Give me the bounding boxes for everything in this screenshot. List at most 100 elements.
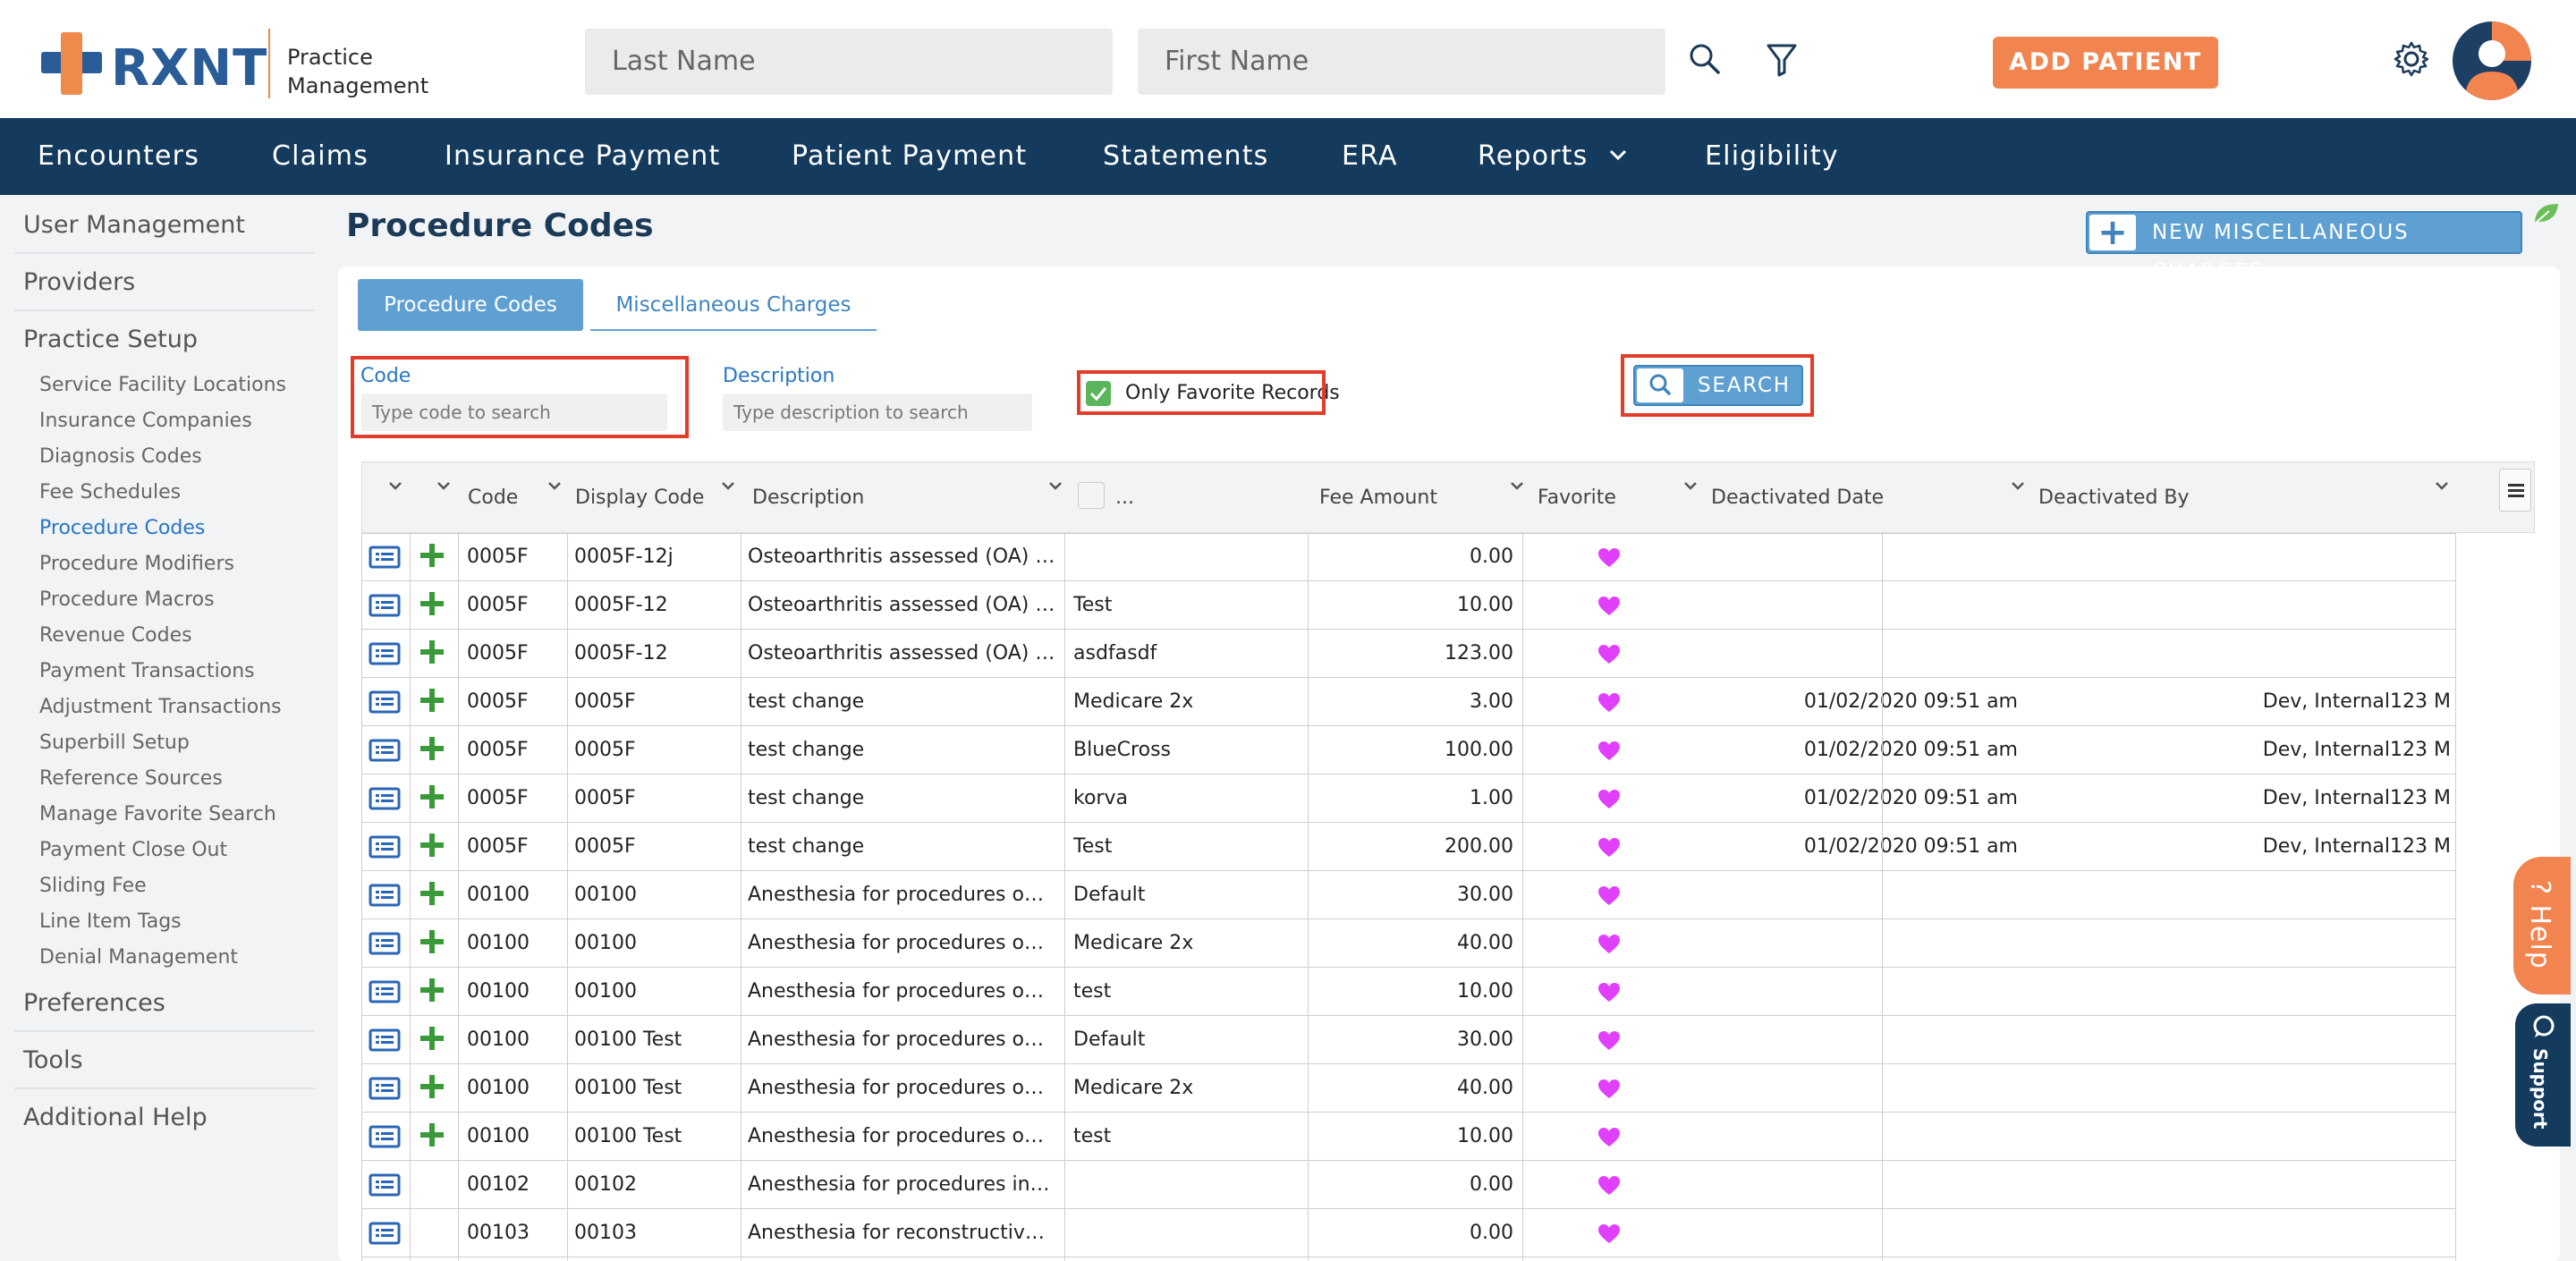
column-header-deactivated-by[interactable]: Deactivated By [2038,487,2190,509]
user-avatar[interactable] [2453,21,2531,100]
view-details-icon[interactable] [369,739,401,762]
column-header-description[interactable]: Description [752,487,865,509]
view-details-icon[interactable] [369,690,401,714]
sidebar-item-denial-management[interactable]: Denial Management [39,946,239,969]
table-row[interactable]: 0005F 0005F-12 Osteoarthritis assessed (OA… [361,581,2456,630]
table-row[interactable]: 0005F 0005F test change korva 1.00 01/02/2020… [361,774,2456,823]
add-row-icon[interactable] [419,928,445,955]
add-row-icon[interactable] [419,783,445,810]
table-row[interactable]: 00100 00100 Test Anesthesia for procedures… [361,1016,2456,1064]
view-details-icon[interactable] [369,1173,401,1197]
sidebar-additional-help[interactable]: Additional Help [23,1104,208,1131]
only-favorite-label[interactable]: Only Favorite Records [1125,382,1340,404]
column-menu-chevron-icon[interactable] [1509,480,1525,493]
add-row-icon[interactable] [419,639,445,665]
column-menu-chevron-icon[interactable] [2010,480,2026,493]
only-favorite-checkbox[interactable] [1086,381,1111,406]
table-row[interactable]: 00100 00100 Anesthesia for procedures on s… [361,968,2456,1016]
sidebar-item-revenue-codes[interactable]: Revenue Codes [39,624,192,647]
gear-icon[interactable] [2394,41,2429,77]
rxnt-logo[interactable]: RXNT [41,32,267,97]
view-details-icon[interactable] [369,835,401,859]
column-menu-chevron-icon[interactable] [547,480,563,493]
sidebar-tools[interactable]: Tools [23,1046,83,1074]
sidebar-item-superbill-setup[interactable]: Superbill Setup [39,732,190,754]
add-row-icon[interactable] [419,542,445,569]
select-all-checkbox[interactable] [1078,482,1105,509]
column-header-fee-amount[interactable]: Fee Amount [1319,487,1437,509]
table-row[interactable]: 00100 00100 Anesthesia for procedures on s… [361,871,2456,919]
view-details-icon[interactable] [369,787,401,810]
new-miscellaneous-charges-button[interactable]: + NEW MISCELLANEOUS CHARGES [2086,211,2522,284]
reports-chevron-down-icon[interactable] [1608,148,1628,163]
column-header-fee-schedule[interactable]: ... [1115,487,1134,509]
nav-era[interactable]: ERA [1342,140,1398,172]
table-row[interactable]: 00100 00100 Test Anesthesia for procedures… [361,1113,2456,1161]
favorite-heart-icon[interactable] [1597,1175,1621,1197]
add-row-icon[interactable] [419,590,445,617]
nav-encounters[interactable]: Encounters [38,140,200,172]
favorite-heart-icon[interactable] [1597,1223,1621,1245]
sidebar-preferences[interactable]: Preferences [23,989,165,1017]
sidebar-item-reference-sources[interactable]: Reference Sources [39,767,223,790]
sidebar-user-management[interactable]: User Management [23,211,245,239]
add-row-icon[interactable] [419,977,445,1003]
sidebar-item-sliding-fee[interactable]: Sliding Fee [39,875,147,897]
nav-statements[interactable]: Statements [1103,140,1269,172]
favorite-heart-icon[interactable] [1597,1127,1621,1148]
sidebar-item-line-item-tags[interactable]: Line Item Tags [39,910,182,933]
add-row-icon[interactable] [419,1121,445,1148]
favorite-heart-icon[interactable] [1597,741,1621,762]
view-details-icon[interactable] [369,1077,401,1100]
favorite-heart-icon[interactable] [1597,596,1621,617]
sidebar-item-procedure-macros[interactable]: Procedure Macros [39,588,215,611]
table-row[interactable]: 0005F 0005F test change BlueCross 100.00 01/0… [361,726,2456,774]
tab-miscellaneous-charges[interactable]: Miscellaneous Charges [590,279,877,331]
search-button[interactable]: SEARCH [1633,365,1803,406]
favorite-heart-icon[interactable] [1597,1079,1621,1100]
code-search-input[interactable] [361,394,667,431]
help-button[interactable]: ? Help [2513,857,2571,994]
sidebar-item-insurance-companies[interactable]: Insurance Companies [39,410,252,432]
favorite-heart-icon[interactable] [1597,982,1621,1003]
sidebar-item-service-facility-locations[interactable]: Service Facility Locations [39,374,286,396]
table-row[interactable]: 00102 00102 Anesthesia for procedures invo… [361,1161,2456,1209]
column-header-display-code[interactable]: Display Code [575,487,705,509]
add-row-icon[interactable] [419,1025,445,1052]
nav-eligibility[interactable]: Eligibility [1705,140,1839,172]
sidebar-item-fee-schedules[interactable]: Fee Schedules [39,481,182,504]
favorite-heart-icon[interactable] [1597,789,1621,810]
nav-insurance-payment[interactable]: Insurance Payment [445,140,721,172]
view-details-icon[interactable] [369,546,401,569]
add-row-icon[interactable] [419,880,445,907]
sidebar-item-adjustment-transactions[interactable]: Adjustment Transactions [39,696,282,718]
table-row[interactable]: 00100 00100 Anesthesia for procedures on s… [361,919,2456,968]
add-row-icon[interactable] [419,687,445,714]
sidebar-item-procedure-codes[interactable]: Procedure Codes [39,517,206,539]
sidebar-item-payment-transactions[interactable]: Payment Transactions [39,660,255,682]
view-details-icon[interactable] [369,884,401,907]
column-header-deactivated-date[interactable]: Deactivated Date [1711,487,1884,509]
grid-menu-button[interactable] [2499,469,2531,512]
sidebar-practice-setup[interactable]: Practice Setup [23,326,199,353]
search-icon[interactable] [1689,43,1721,75]
column-header-code[interactable]: Code [468,487,519,509]
column-header-favorite[interactable]: Favorite [1538,487,1616,509]
last-name-input[interactable] [585,29,1113,95]
sidebar-item-manage-favorite-search[interactable]: Manage Favorite Search [39,803,276,825]
favorite-heart-icon[interactable] [1597,644,1621,665]
favorite-heart-icon[interactable] [1597,692,1621,714]
add-row-icon[interactable] [419,735,445,762]
add-row-icon[interactable] [419,832,445,859]
column-menu-chevron-icon[interactable] [1682,480,1699,493]
filter-icon[interactable] [1766,43,1798,77]
column-menu-chevron-icon[interactable] [387,480,403,493]
favorite-heart-icon[interactable] [1597,1030,1621,1052]
view-details-icon[interactable] [369,642,401,665]
favorite-heart-icon[interactable] [1597,934,1621,955]
sidebar-providers[interactable]: Providers [23,268,136,296]
column-menu-chevron-icon[interactable] [436,480,452,493]
favorite-heart-icon[interactable] [1597,837,1621,859]
view-details-icon[interactable] [369,932,401,955]
view-details-icon[interactable] [369,1125,401,1148]
